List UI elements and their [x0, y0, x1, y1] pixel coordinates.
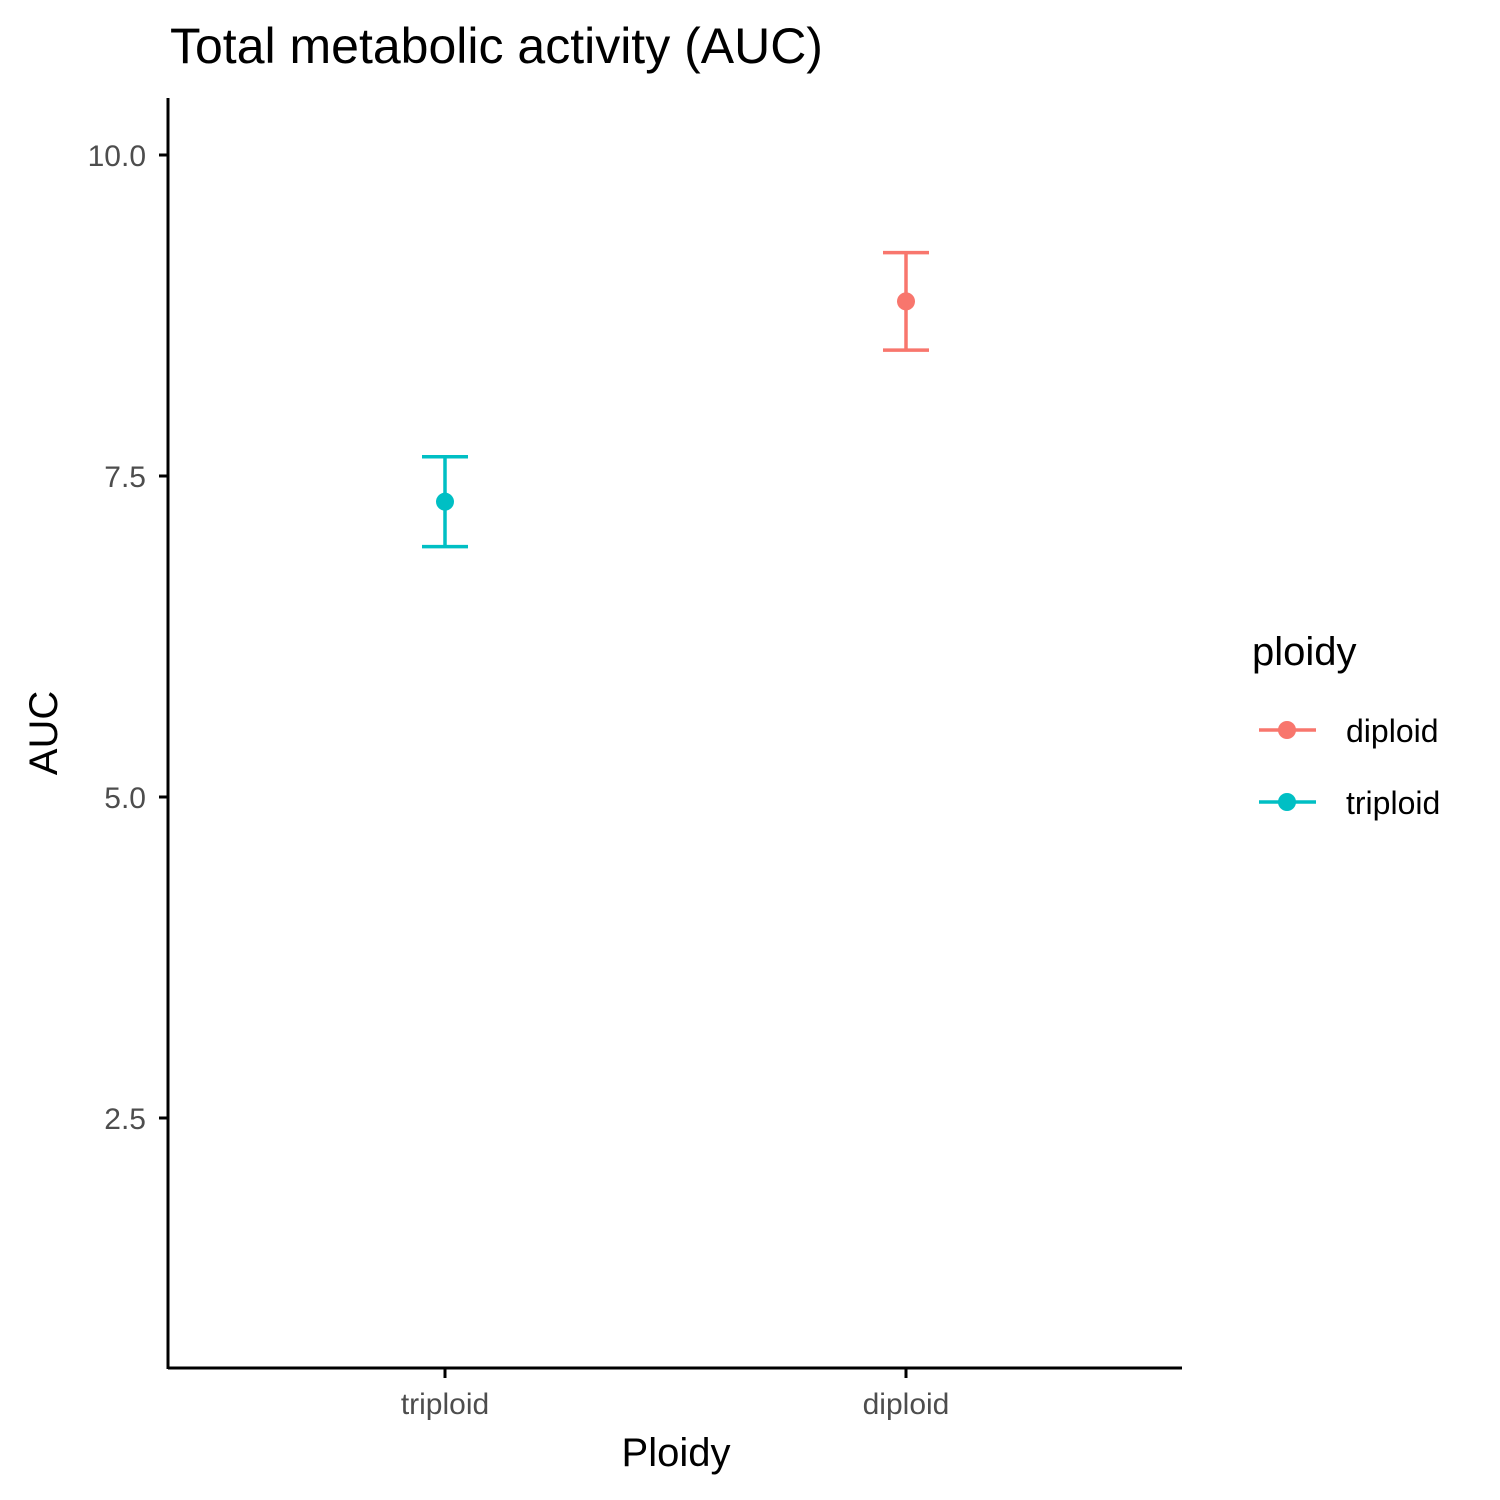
mean-point-diploid: [897, 292, 915, 311]
y-tick-label: 2.5: [104, 1103, 146, 1136]
y-tick-label: 10.0: [88, 140, 146, 173]
y-tick-label: 5.0: [104, 782, 146, 815]
series-triploid: [422, 454, 468, 549]
plot-area: [422, 250, 929, 549]
y-tick-label: 7.5: [104, 461, 146, 494]
chart-title: Total metabolic activity (AUC): [170, 18, 823, 74]
mean-point-triploid: [436, 492, 454, 511]
legend-key-point: [1278, 721, 1296, 739]
legend-title: ploidy: [1252, 630, 1357, 674]
x-axis-title: Ploidy: [622, 1431, 731, 1475]
legend-label: diploid: [1346, 713, 1439, 749]
legend-item-triploid: triploid: [1259, 785, 1440, 821]
series-diploid: [883, 250, 929, 352]
legend-key-point: [1278, 793, 1296, 811]
x-axis-ticks: triploid diploid: [401, 1368, 950, 1421]
x-tick-label: triploid: [401, 1388, 489, 1421]
legend: ploidy diploid triploid: [1252, 630, 1440, 821]
y-axis-title: AUC: [22, 691, 66, 775]
legend-item-diploid: diploid: [1259, 713, 1439, 749]
y-axis-ticks: 2.5 5.0 7.5 10.0: [88, 140, 168, 1136]
x-tick-label: diploid: [863, 1388, 950, 1421]
legend-label: triploid: [1346, 785, 1440, 821]
